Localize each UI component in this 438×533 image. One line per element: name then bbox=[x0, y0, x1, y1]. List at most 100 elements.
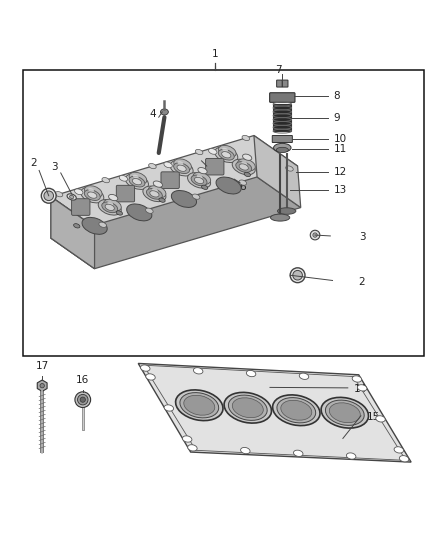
Ellipse shape bbox=[346, 453, 356, 459]
Ellipse shape bbox=[171, 190, 197, 207]
Ellipse shape bbox=[271, 214, 290, 221]
Text: 2: 2 bbox=[359, 277, 365, 287]
Ellipse shape bbox=[160, 109, 168, 115]
Ellipse shape bbox=[293, 270, 302, 280]
Ellipse shape bbox=[195, 149, 203, 155]
Ellipse shape bbox=[218, 149, 234, 160]
Ellipse shape bbox=[177, 165, 186, 171]
Ellipse shape bbox=[194, 177, 204, 183]
Ellipse shape bbox=[241, 161, 247, 165]
Polygon shape bbox=[37, 380, 47, 391]
Text: 9: 9 bbox=[333, 112, 340, 123]
Text: 4: 4 bbox=[149, 109, 156, 119]
Ellipse shape bbox=[313, 233, 317, 237]
Ellipse shape bbox=[286, 166, 293, 171]
Ellipse shape bbox=[352, 376, 362, 382]
Ellipse shape bbox=[236, 161, 252, 172]
FancyBboxPatch shape bbox=[283, 80, 288, 87]
Ellipse shape bbox=[192, 194, 200, 199]
Ellipse shape bbox=[41, 188, 56, 203]
Text: 16: 16 bbox=[76, 375, 89, 385]
Ellipse shape bbox=[127, 204, 152, 221]
Ellipse shape bbox=[177, 161, 184, 165]
Text: 17: 17 bbox=[35, 361, 49, 372]
Text: 14: 14 bbox=[353, 384, 367, 394]
FancyBboxPatch shape bbox=[72, 199, 90, 215]
Ellipse shape bbox=[81, 188, 104, 203]
Ellipse shape bbox=[197, 175, 202, 179]
Text: 15: 15 bbox=[367, 412, 380, 422]
Ellipse shape bbox=[321, 398, 368, 428]
Ellipse shape bbox=[129, 172, 147, 184]
Ellipse shape bbox=[222, 148, 228, 151]
Ellipse shape bbox=[239, 164, 248, 170]
Ellipse shape bbox=[176, 390, 223, 421]
Ellipse shape bbox=[116, 211, 123, 215]
Ellipse shape bbox=[88, 188, 94, 192]
Ellipse shape bbox=[109, 195, 118, 201]
Ellipse shape bbox=[290, 268, 305, 282]
Polygon shape bbox=[51, 135, 297, 227]
Ellipse shape bbox=[146, 189, 162, 199]
FancyBboxPatch shape bbox=[277, 80, 283, 87]
Text: 11: 11 bbox=[333, 143, 346, 154]
Ellipse shape bbox=[119, 175, 127, 181]
Ellipse shape bbox=[277, 398, 316, 423]
Ellipse shape bbox=[67, 194, 76, 200]
Ellipse shape bbox=[74, 189, 83, 195]
Ellipse shape bbox=[174, 159, 191, 171]
Ellipse shape bbox=[246, 370, 256, 377]
Polygon shape bbox=[51, 197, 95, 269]
Ellipse shape bbox=[55, 191, 63, 197]
Text: 8: 8 bbox=[333, 91, 340, 101]
Ellipse shape bbox=[243, 154, 252, 160]
FancyBboxPatch shape bbox=[272, 135, 292, 142]
Ellipse shape bbox=[84, 190, 100, 200]
Ellipse shape bbox=[394, 447, 403, 453]
Text: 2: 2 bbox=[30, 158, 37, 167]
Ellipse shape bbox=[75, 392, 91, 408]
Ellipse shape bbox=[232, 398, 263, 418]
Text: 12: 12 bbox=[333, 167, 346, 177]
Polygon shape bbox=[138, 364, 411, 462]
Ellipse shape bbox=[183, 436, 192, 442]
Text: 3: 3 bbox=[51, 162, 57, 172]
Ellipse shape bbox=[173, 163, 190, 174]
Ellipse shape bbox=[232, 159, 255, 175]
Bar bbox=[22, 70, 424, 356]
Ellipse shape bbox=[88, 192, 97, 198]
Ellipse shape bbox=[133, 175, 139, 179]
Ellipse shape bbox=[146, 374, 155, 380]
Ellipse shape bbox=[281, 400, 312, 420]
FancyBboxPatch shape bbox=[205, 158, 224, 175]
Text: 6: 6 bbox=[240, 182, 246, 192]
Ellipse shape bbox=[193, 172, 211, 184]
Ellipse shape bbox=[274, 143, 291, 152]
Ellipse shape bbox=[82, 217, 107, 235]
Ellipse shape bbox=[105, 204, 114, 211]
Text: 1: 1 bbox=[211, 49, 218, 59]
Ellipse shape bbox=[164, 405, 173, 411]
Ellipse shape bbox=[153, 181, 162, 187]
Ellipse shape bbox=[357, 385, 367, 391]
Ellipse shape bbox=[70, 195, 74, 199]
Polygon shape bbox=[51, 177, 301, 269]
Ellipse shape bbox=[148, 164, 156, 169]
Ellipse shape bbox=[148, 185, 166, 198]
Ellipse shape bbox=[150, 191, 159, 197]
Ellipse shape bbox=[325, 400, 364, 425]
Ellipse shape bbox=[170, 160, 193, 176]
Ellipse shape bbox=[215, 147, 238, 163]
Ellipse shape bbox=[228, 395, 267, 421]
Ellipse shape bbox=[216, 177, 241, 194]
Ellipse shape bbox=[376, 416, 385, 422]
FancyBboxPatch shape bbox=[116, 185, 134, 202]
Ellipse shape bbox=[293, 450, 303, 456]
Ellipse shape bbox=[191, 175, 207, 186]
Text: 5: 5 bbox=[206, 165, 213, 175]
Ellipse shape bbox=[184, 395, 215, 415]
Ellipse shape bbox=[102, 202, 118, 213]
Ellipse shape bbox=[276, 147, 288, 152]
Polygon shape bbox=[254, 135, 301, 207]
Ellipse shape bbox=[194, 368, 203, 374]
